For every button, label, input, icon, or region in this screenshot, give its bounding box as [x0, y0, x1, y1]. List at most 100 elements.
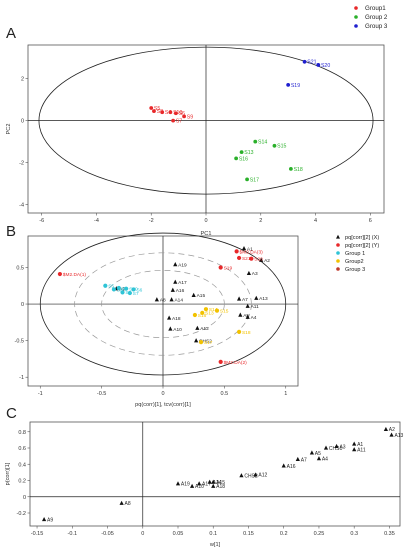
point-label: S7	[133, 291, 139, 297]
data-point	[191, 292, 196, 297]
data-point	[211, 483, 216, 488]
point-label: A18	[172, 316, 181, 322]
point-label: S9	[187, 114, 193, 120]
point-label: $M2.DA(3)	[240, 249, 264, 255]
point-label: S7	[176, 119, 182, 125]
point-label: A3	[339, 444, 345, 450]
point-label: A15	[216, 480, 225, 486]
data-point	[41, 517, 47, 522]
x-tick-label: 2	[259, 218, 262, 224]
point-label: A2	[389, 427, 395, 433]
x-tick-label: 0.25	[314, 531, 325, 537]
point-label: S8	[117, 287, 123, 293]
data-point	[173, 262, 178, 267]
point-label: A9	[119, 287, 125, 293]
x-axis-label: PC1	[201, 231, 212, 237]
point-label: S17	[250, 177, 259, 183]
data-point	[192, 312, 198, 318]
data-point	[57, 271, 63, 277]
point-label: S19	[291, 83, 300, 89]
data-point	[170, 287, 175, 292]
data-point	[116, 285, 121, 291]
panel-a-legend: Group1 Group 2 Group 3	[354, 5, 388, 30]
data-point	[259, 257, 264, 262]
point-label: A10	[195, 484, 204, 490]
point-label: S6	[179, 111, 185, 117]
x-tick-label: 0	[141, 531, 144, 537]
data-point	[234, 249, 239, 254]
y-tick-label: 0	[21, 119, 24, 125]
point-label: S15	[277, 144, 286, 150]
legend-label: Group2	[345, 259, 364, 265]
point-label: CHS1	[329, 446, 343, 452]
correlation-ellipse-2	[74, 252, 252, 356]
data-point	[389, 432, 394, 437]
point-label: S5	[154, 106, 160, 112]
x-tick-label: 0.05	[173, 531, 184, 537]
data-point	[323, 445, 329, 450]
point-label: A12	[258, 473, 267, 479]
point-label: S18	[294, 167, 303, 173]
point-label: A3	[252, 271, 258, 277]
data-point	[309, 450, 315, 455]
y-tick-label: 2	[21, 77, 24, 83]
panel-c-letter: C	[6, 405, 17, 422]
data-point	[203, 307, 209, 312]
y-tick-label: 0.5	[16, 265, 24, 271]
point-label: S15	[220, 309, 229, 315]
y-tick-label: 0	[23, 495, 26, 501]
point-label: S20	[321, 63, 330, 69]
data-point	[111, 287, 117, 292]
data-point	[236, 255, 242, 261]
legend-label: Group 3	[365, 23, 388, 30]
y-tick-label: 0.4	[18, 462, 26, 468]
legend-marker	[336, 259, 340, 263]
point-label: A4	[322, 456, 328, 462]
x-tick-label: -0.5	[97, 391, 106, 397]
series-a-group1: S5S8S4S10S6S9 S7	[149, 106, 193, 125]
point-label: S21	[242, 256, 251, 262]
legend-label: pq[corr][2] (Y)	[345, 243, 379, 249]
point-label: A11	[357, 448, 366, 454]
x-tick-label: -0.05	[101, 531, 114, 537]
data-point	[171, 118, 176, 123]
point-label: A10	[173, 327, 182, 333]
point-label: A12	[200, 326, 209, 332]
point-label: CHS2	[199, 339, 212, 345]
data-point	[302, 59, 307, 64]
y-tick-label: 0.6	[18, 446, 26, 452]
data-point	[195, 325, 200, 330]
data-point	[175, 481, 181, 486]
y-tick-label: 0.8	[18, 430, 26, 436]
y-tick-label: -1	[19, 375, 24, 381]
point-label: A8	[125, 501, 131, 507]
point-label: S6	[136, 287, 142, 293]
point-label: A4	[251, 315, 257, 321]
point-label: A17	[202, 482, 211, 488]
point-label: $M2.DA(2)	[224, 360, 248, 366]
x-axis-label: pq(corr)[1], tcv(corr)[1]	[135, 402, 191, 408]
y-tick-label: -2	[19, 161, 24, 167]
point-label: A14	[213, 480, 222, 486]
point-label: A8	[160, 298, 166, 304]
data-point	[316, 456, 322, 461]
legend-marker	[336, 267, 340, 271]
point-label: S8	[157, 109, 163, 115]
point-label: S20	[254, 257, 263, 263]
data-point	[236, 296, 242, 301]
data-point	[194, 338, 199, 343]
point-label: S5	[108, 284, 114, 290]
correlation-ellipse-3	[101, 270, 225, 339]
x-tick-label: 0.2	[280, 531, 288, 537]
legend-label: Group 1	[345, 251, 365, 257]
data-point	[103, 283, 108, 288]
x-tick-label: 0.1	[209, 531, 217, 537]
point-label: A13	[259, 296, 268, 302]
x-tick-label: 0	[204, 218, 207, 224]
y-axis-label: p(corr)[1]	[5, 462, 11, 485]
data-point	[167, 315, 172, 320]
data-point	[288, 167, 293, 171]
data-point	[197, 481, 202, 486]
